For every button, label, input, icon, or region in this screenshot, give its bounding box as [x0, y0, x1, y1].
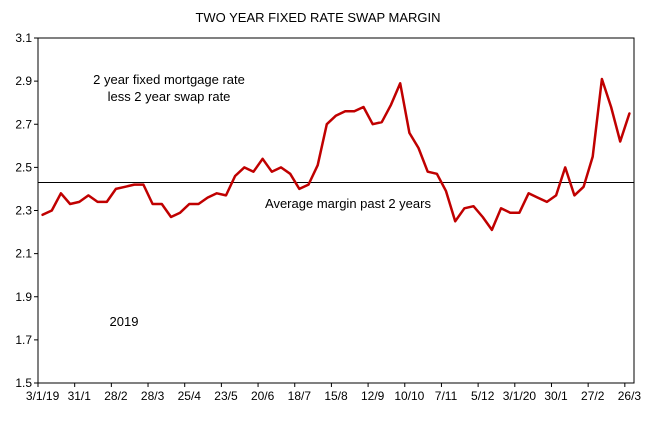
x-tick-label: 18/7 [288, 389, 312, 403]
x-tick-label: 20/6 [251, 389, 275, 403]
x-tick-label: 15/8 [324, 389, 348, 403]
y-tick-label: 1.9 [15, 290, 32, 304]
x-tick-label: 23/5 [214, 389, 238, 403]
x-tick-label: 3/1/20 [503, 389, 537, 403]
x-tick-label: 5/12 [471, 389, 495, 403]
x-tick-label: 25/4 [178, 389, 202, 403]
x-tick-label: 12/9 [361, 389, 385, 403]
y-tick-label: 2.3 [15, 204, 32, 218]
y-tick-label: 2.5 [15, 160, 32, 174]
margin-series-line [41, 77, 631, 232]
x-tick-label: 28/2 [104, 389, 128, 403]
x-tick-label: 27/2 [581, 389, 605, 403]
reference-line-label: Average margin past 2 years [265, 196, 431, 211]
x-tick-label: 26/3 [618, 389, 642, 403]
x-tick-label: 30/1 [544, 389, 568, 403]
y-tick-label: 2.1 [15, 247, 32, 261]
series-layer [41, 77, 631, 232]
y-tick-label: 1.5 [15, 376, 32, 390]
y-tick-label: 1.7 [15, 333, 32, 347]
x-tick-label: 10/10 [394, 389, 424, 403]
x-tick-label: 31/1 [68, 389, 92, 403]
year-note: 2019 [110, 314, 139, 329]
x-tick-label: 3/1/19 [26, 389, 60, 403]
series-note-line2: less 2 year swap rate [108, 89, 231, 104]
y-tick-label: 3.1 [15, 31, 32, 45]
y-tick-label: 2.7 [15, 117, 32, 131]
x-tick-label: 7/11 [435, 389, 458, 403]
y-tick-label: 2.9 [15, 74, 32, 88]
series-note-line1: 2 year fixed mortgage rate [93, 72, 245, 87]
chart-title: TWO YEAR FIXED RATE SWAP MARGIN [195, 10, 440, 25]
axes-layer: 1.5 1.7 1.9 2.1 2.3 2.5 2.7 2.9 3.1 3/1/19 31/1 28/… [15, 31, 641, 403]
x-tick-label: 28/3 [141, 389, 165, 403]
